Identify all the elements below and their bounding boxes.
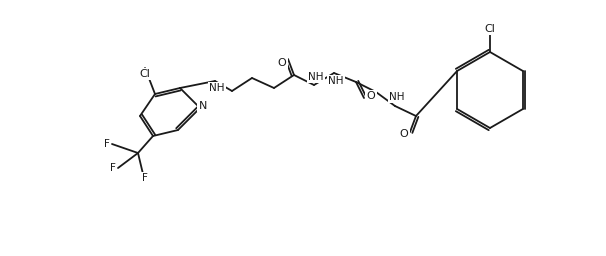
Text: F: F (142, 173, 148, 183)
Text: F: F (104, 139, 110, 149)
Text: NH: NH (328, 76, 344, 86)
Text: O: O (367, 91, 375, 101)
Text: N: N (199, 101, 207, 111)
Text: Cl: Cl (485, 24, 496, 34)
Text: O: O (399, 129, 408, 139)
Text: NH: NH (209, 83, 225, 93)
Text: NH: NH (389, 92, 405, 102)
Text: Cl: Cl (139, 69, 150, 79)
Text: NH: NH (308, 72, 324, 82)
Text: O: O (278, 58, 287, 68)
Text: F: F (110, 163, 116, 173)
